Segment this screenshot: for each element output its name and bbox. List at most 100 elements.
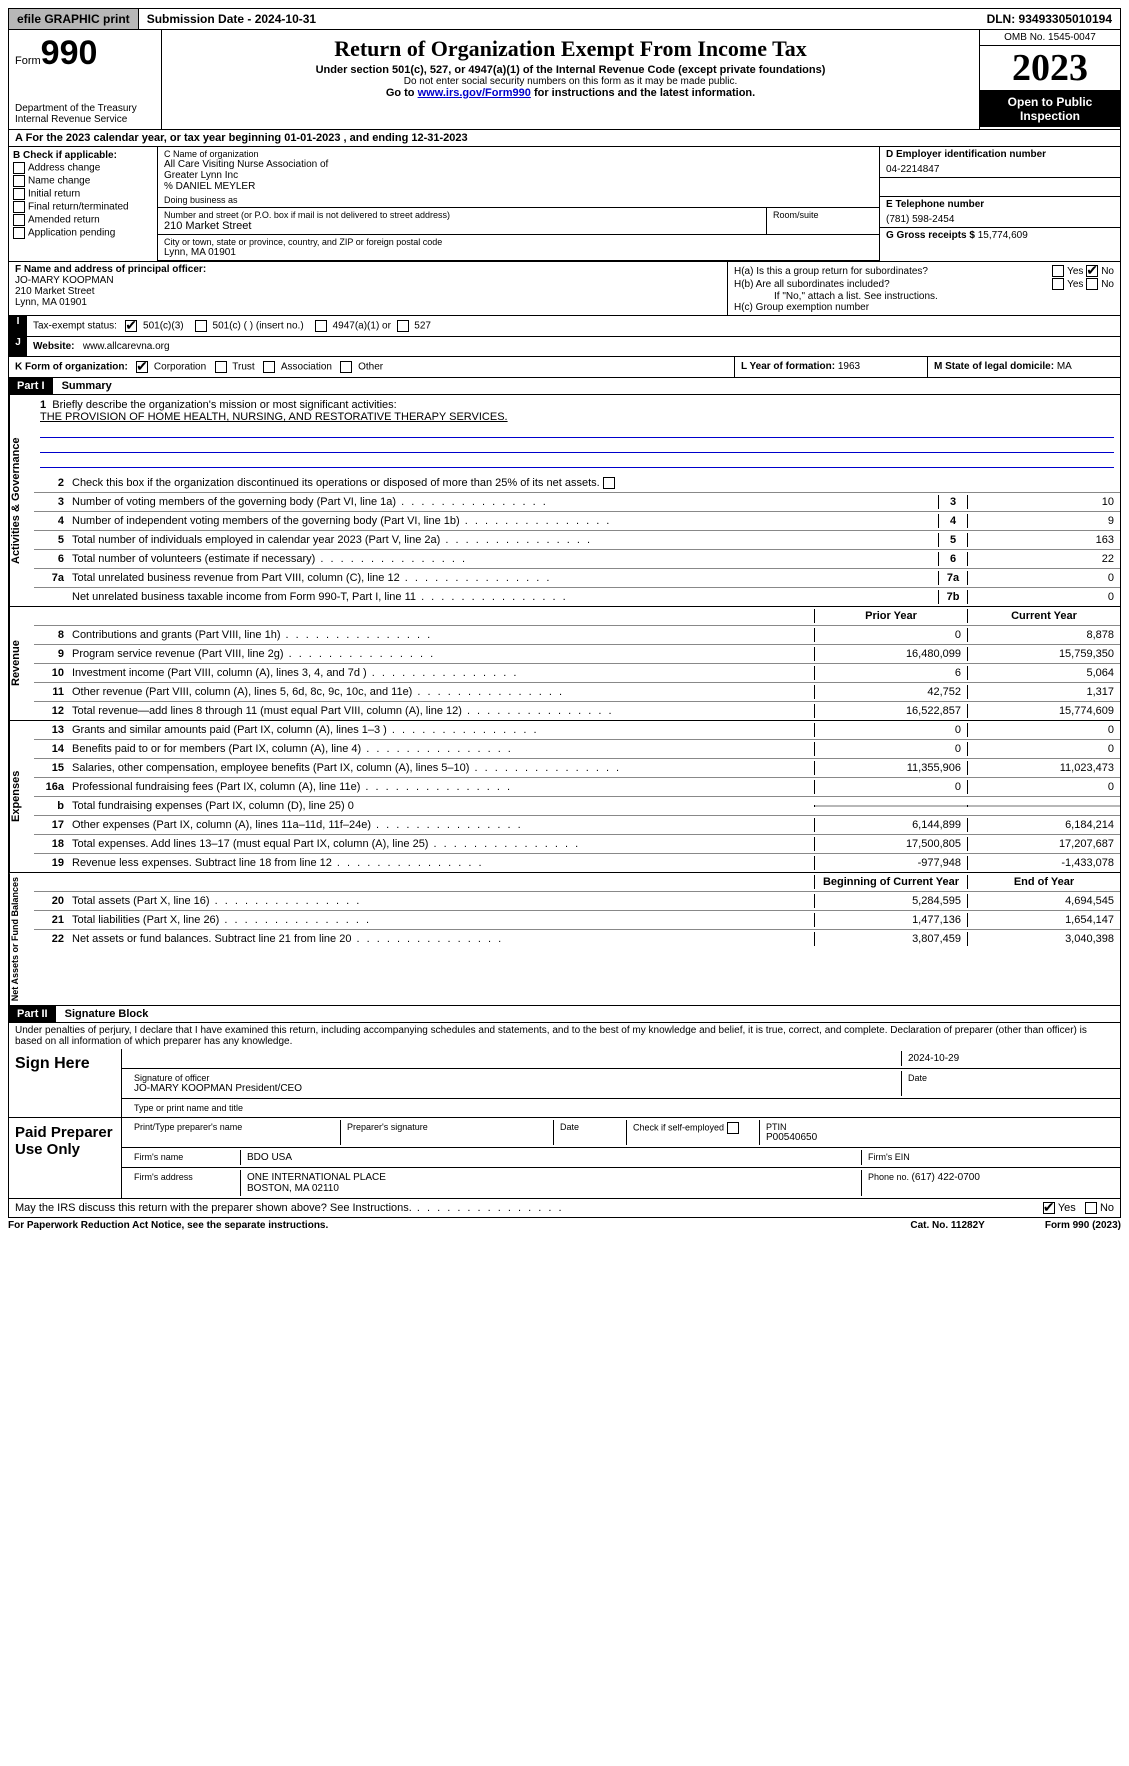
- check-other[interactable]: [340, 361, 352, 373]
- summary-line: Number of voting members of the governin…: [68, 495, 938, 509]
- department-label: Department of the Treasury Internal Reve…: [15, 103, 155, 125]
- efile-print-button[interactable]: efile GRAPHIC print: [9, 9, 139, 29]
- prep-sig-label: Preparer's signature: [341, 1120, 554, 1145]
- check-corporation[interactable]: [136, 361, 148, 373]
- h-b-no[interactable]: [1086, 278, 1098, 290]
- summary-line: Total assets (Part X, line 16): [68, 894, 814, 908]
- org-name-2: Greater Lynn Inc: [164, 170, 873, 181]
- check-4947[interactable]: [315, 320, 327, 332]
- current-value: 0: [967, 723, 1120, 737]
- h-a-yes[interactable]: [1052, 265, 1064, 277]
- topbar: efile GRAPHIC print Submission Date - 20…: [8, 8, 1121, 30]
- telephone-value: (781) 598-2454: [886, 214, 1114, 225]
- website-value: www.allcarevna.org: [83, 341, 170, 352]
- date-label: Date: [902, 1071, 1114, 1096]
- summary-line: Grants and similar amounts paid (Part IX…: [68, 723, 814, 737]
- current-value: 15,774,609: [967, 704, 1120, 718]
- summary-line: Salaries, other compensation, employee b…: [68, 761, 814, 775]
- col-prior-year: Prior Year: [814, 609, 967, 623]
- firm-ein-label: Firm's EIN: [862, 1150, 1114, 1165]
- current-value: -1,433,078: [967, 856, 1120, 870]
- self-employed-check: Check if self-employed: [627, 1120, 760, 1145]
- summary-line: Net assets or fund balances. Subtract li…: [68, 932, 814, 946]
- omb-number: OMB No. 1545-0047: [980, 30, 1120, 46]
- gross-receipts: 15,774,609: [978, 230, 1028, 241]
- paid-preparer-label: Paid Preparer Use Only: [9, 1118, 122, 1198]
- h-b-note: If "No," attach a list. See instructions…: [734, 291, 1114, 302]
- prior-value: 3,807,459: [814, 932, 967, 946]
- current-value: 1,654,147: [967, 913, 1120, 927]
- check-association[interactable]: [263, 361, 275, 373]
- city-state-zip: Lynn, MA 01901: [164, 247, 873, 258]
- summary-line: Total expenses. Add lines 13–17 (must eq…: [68, 837, 814, 851]
- discuss-yes[interactable]: [1043, 1202, 1055, 1214]
- check-initial-return[interactable]: [13, 188, 25, 200]
- row-a-tax-year: A For the 2023 calendar year, or tax yea…: [8, 130, 1121, 147]
- city-label: City or town, state or province, country…: [164, 237, 873, 247]
- prior-value: 5,284,595: [814, 894, 967, 908]
- check-final-return[interactable]: [13, 201, 25, 213]
- summary-line: Total number of volunteers (estimate if …: [68, 552, 938, 566]
- form-number: Form990: [15, 34, 155, 73]
- addr-label: Number and street (or P.O. box if mail i…: [164, 210, 760, 220]
- prior-value: 16,522,857: [814, 704, 967, 718]
- summary-line: Contributions and grants (Part VIII, lin…: [68, 628, 814, 642]
- part-i-tab: Part I: [9, 378, 53, 394]
- firm-name-label: Firm's name: [128, 1150, 241, 1165]
- current-value: 1,317: [967, 685, 1120, 699]
- ein-value: 04-2214847: [886, 164, 1114, 175]
- check-address-change[interactable]: [13, 162, 25, 174]
- summary-line: Benefits paid to or for members (Part IX…: [68, 742, 814, 756]
- prior-value: 0: [814, 723, 967, 737]
- form-header: Form990 Department of the Treasury Inter…: [8, 30, 1121, 130]
- firm-addr1: ONE INTERNATIONAL PLACE: [247, 1172, 386, 1183]
- check-self-employed[interactable]: [727, 1122, 739, 1134]
- side-expenses: Expenses: [9, 721, 34, 872]
- summary-line: Program service revenue (Part VIII, line…: [68, 647, 814, 661]
- sig-officer-label: Signature of officer: [134, 1073, 895, 1083]
- firm-addr-label: Firm's address: [128, 1170, 241, 1196]
- check-amended-return[interactable]: [13, 214, 25, 226]
- box-c-label: C Name of organization: [164, 149, 873, 159]
- check-discontinued[interactable]: [603, 477, 615, 489]
- check-527[interactable]: [397, 320, 409, 332]
- check-name-change[interactable]: [13, 175, 25, 187]
- summary-value: 9: [967, 514, 1120, 528]
- summary-value: 0: [967, 590, 1120, 604]
- row-k-label: K Form of organization:: [15, 362, 128, 373]
- box-b-title: B Check if applicable:: [13, 150, 153, 161]
- current-value: 0: [967, 780, 1120, 794]
- form-footer: Form 990 (2023): [1045, 1220, 1121, 1231]
- cat-number: Cat. No. 11282Y: [910, 1220, 984, 1231]
- box-d-label: D Employer identification number: [886, 149, 1114, 160]
- dba-label: Doing business as: [164, 195, 873, 205]
- check-trust[interactable]: [215, 361, 227, 373]
- prep-date-label: Date: [554, 1120, 627, 1145]
- summary-line: Other expenses (Part IX, column (A), lin…: [68, 818, 814, 832]
- dln: DLN: 93493305010194: [979, 9, 1120, 29]
- prior-value: -977,948: [814, 856, 967, 870]
- check-application-pending[interactable]: [13, 227, 25, 239]
- h-a-no[interactable]: [1086, 265, 1098, 277]
- row-j-label: Website:: [33, 341, 75, 352]
- box-g-label: G Gross receipts $: [886, 230, 978, 241]
- side-governance: Activities & Governance: [9, 395, 34, 606]
- phone-label: Phone no.: [868, 1172, 912, 1182]
- check-501c[interactable]: [195, 320, 207, 332]
- prior-value: 0: [814, 742, 967, 756]
- h-b-label: H(b) Are all subordinates included?: [734, 279, 1052, 290]
- check-501c3[interactable]: [125, 320, 137, 332]
- sign-date: 2024-10-29: [902, 1051, 1114, 1066]
- col-begin-year: Beginning of Current Year: [814, 875, 967, 889]
- line2: Check this box if the organization disco…: [68, 476, 1120, 490]
- mission-line: [40, 455, 1114, 468]
- mission-line: [40, 425, 1114, 438]
- summary-line: Total number of individuals employed in …: [68, 533, 938, 547]
- summary-line: Net unrelated business taxable income fr…: [68, 590, 938, 604]
- irs-link[interactable]: www.irs.gov/Form990: [418, 87, 531, 99]
- discuss-no[interactable]: [1085, 1202, 1097, 1214]
- summary-value: 22: [967, 552, 1120, 566]
- ssn-warning: Do not enter social security numbers on …: [168, 76, 973, 87]
- h-b-yes[interactable]: [1052, 278, 1064, 290]
- summary-line: Total liabilities (Part X, line 26): [68, 913, 814, 927]
